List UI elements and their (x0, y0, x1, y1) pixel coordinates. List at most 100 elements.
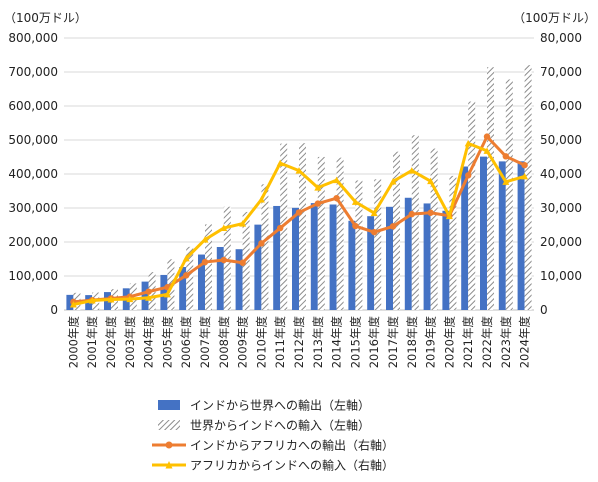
export-bar (179, 267, 187, 310)
export-bar (329, 204, 337, 310)
export-bar (66, 294, 74, 310)
import-bar (299, 143, 306, 310)
line-point (314, 200, 321, 207)
line-point (69, 301, 77, 308)
line-point (389, 177, 397, 185)
line-point (88, 296, 96, 304)
export-bar (367, 216, 375, 310)
export-bar (235, 249, 243, 310)
left-tick-label: 100,000 (8, 269, 58, 283)
line-point (276, 159, 284, 167)
x-tick-label: 2005年度 (160, 316, 174, 369)
export-bar (386, 206, 393, 310)
x-tick-label: 2016年度 (367, 316, 381, 369)
line-point (521, 161, 528, 169)
line-point (126, 295, 134, 303)
x-tick-label: 2006年度 (179, 316, 193, 369)
line-point (314, 184, 322, 191)
right-tick-label: 30,000 (540, 201, 582, 215)
export-bar (517, 161, 525, 310)
export-bar (198, 254, 205, 310)
x-tick-label: 2012年度 (292, 316, 306, 369)
x-tick-label: 2002年度 (104, 316, 118, 369)
x-tick-label: 2009年度 (236, 316, 250, 369)
line-point (465, 172, 472, 179)
x-tick-label: 2023年度 (499, 316, 513, 369)
import-bar (317, 156, 325, 310)
left-tick-label: 300,000 (8, 201, 58, 215)
import-bar (505, 79, 513, 310)
line-point (333, 194, 340, 202)
import-bar (449, 175, 457, 310)
import-bar (393, 151, 400, 310)
left-tick-label: 600,000 (8, 99, 58, 113)
line-point (483, 147, 491, 154)
line-point (370, 209, 378, 217)
x-tick-label: 2024年度 (518, 316, 532, 369)
line-point (277, 224, 284, 232)
legend-swatch (158, 400, 180, 410)
line-point (220, 256, 227, 264)
line-point (427, 177, 435, 185)
left-tick-label: 500,000 (8, 133, 58, 147)
line-point (295, 209, 303, 216)
line-point (389, 223, 397, 230)
line-point (201, 258, 209, 266)
legend-marker (165, 461, 173, 469)
line-point (258, 240, 265, 247)
import-bar (468, 101, 476, 311)
line-point (145, 294, 153, 301)
export-bar (292, 207, 299, 310)
x-tick-label: 2003年度 (123, 316, 137, 369)
export-bar (348, 220, 356, 310)
import-bar (223, 206, 231, 310)
right-tick-label: 60,000 (540, 99, 582, 113)
import-bar (186, 246, 194, 310)
export-bar (310, 203, 318, 310)
export-bar (160, 274, 168, 310)
legend-label: インドからアフリカへの輸出（右軸） (190, 438, 394, 453)
x-tick-label: 2015年度 (348, 316, 362, 369)
left-axis-ticks: 0 100,000 200,000 300,000 400,000 500,000 600,… (8, 31, 58, 317)
export-bar (423, 203, 431, 310)
left-tick-label: 400,000 (8, 167, 58, 181)
right-axis-unit: （100万ドル） (513, 11, 596, 25)
import-bar (430, 148, 438, 310)
line-series (69, 133, 529, 308)
x-tick-label: 2019年度 (424, 316, 438, 369)
line-point (427, 209, 434, 216)
import-bar (261, 184, 269, 310)
line-point (502, 153, 509, 160)
right-tick-label: 70,000 (540, 65, 582, 79)
export-bar (498, 161, 506, 310)
x-tick-label: 2004年度 (142, 316, 156, 369)
line-point (145, 288, 152, 295)
line-point (107, 295, 115, 303)
export-bar (442, 210, 450, 310)
right-tick-label: 20,000 (540, 235, 582, 249)
legend-marker (165, 441, 173, 449)
export-bar (461, 166, 469, 310)
line-point (464, 139, 472, 147)
line-point (502, 178, 510, 185)
line-point (521, 172, 529, 180)
import-bar (336, 157, 344, 310)
x-axis-labels: 2000年度 2001年度 2002年度 2003年度 2004年度 2005年度 2006… (66, 316, 531, 369)
x-tick-label: 2018年度 (405, 316, 419, 369)
line-point (257, 196, 265, 203)
import-bar (411, 135, 419, 310)
line-point (182, 254, 190, 262)
export-bar (480, 156, 487, 310)
export-bar (216, 246, 224, 310)
line-point (371, 228, 378, 236)
x-tick-label: 2001年度 (85, 316, 99, 369)
x-tick-label: 2007年度 (198, 316, 212, 369)
left-tick-label: 200,000 (8, 235, 58, 249)
line-point (352, 222, 359, 230)
line-point (483, 133, 491, 140)
x-tick-label: 2022年度 (480, 316, 494, 369)
import-bar (487, 67, 494, 311)
import-bar (205, 224, 212, 310)
export-bar (141, 281, 149, 310)
line-point (408, 210, 415, 218)
